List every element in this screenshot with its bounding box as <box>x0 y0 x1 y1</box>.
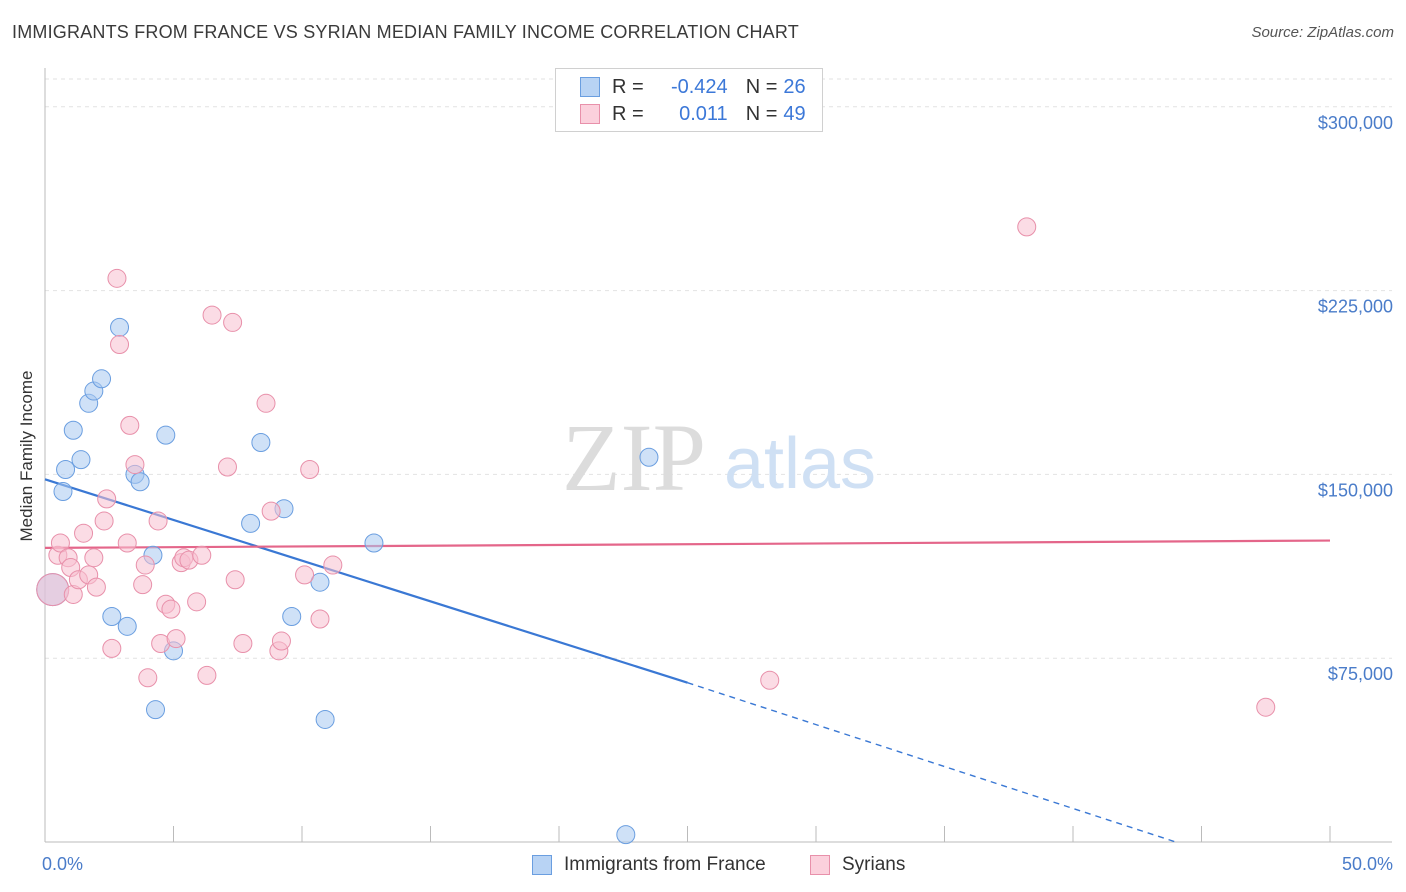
point-syrians <box>107 268 127 288</box>
point-syrians <box>217 457 237 477</box>
trend-line-france <box>44 478 688 684</box>
x-tick-labels: 0.0% 50.0% <box>42 854 1393 874</box>
point-france <box>310 572 330 592</box>
point-syrians <box>94 511 114 531</box>
point-syrians <box>295 565 315 585</box>
bottom-legend-label-france: Immigrants from France <box>564 854 766 875</box>
trend-line-syrians <box>44 539 1331 550</box>
point-france <box>110 317 130 337</box>
point-syrians <box>86 577 106 597</box>
bottom-legend-swatch-syrians <box>810 855 830 875</box>
point-france <box>130 472 150 492</box>
point-syrians <box>225 570 245 590</box>
point-syrians <box>120 415 140 435</box>
x-tick-label: 0.0% <box>42 854 83 874</box>
legend-n-label: N = <box>745 102 778 125</box>
point-syrians <box>84 548 104 568</box>
point-france <box>117 616 137 636</box>
legend-swatch-syrians <box>580 104 600 124</box>
chart-source: Source: ZipAtlas.com <box>1251 24 1394 41</box>
data-points <box>36 217 1276 845</box>
point-syrians <box>138 668 158 688</box>
point-syrians <box>102 638 122 658</box>
legend-n-label: N = <box>745 75 778 98</box>
y-tick-label: $150,000 <box>1318 480 1393 500</box>
point-syrians <box>261 501 281 521</box>
legend-swatch-france <box>580 77 600 97</box>
point-syrians <box>148 511 168 531</box>
y-tick-labels: $75,000 $150,000 $225,000 $300,000 <box>1318 113 1393 684</box>
point-france <box>102 607 122 627</box>
point-syrians <box>36 573 70 607</box>
point-syrians <box>74 523 94 543</box>
bottom-legend-swatch-france <box>532 855 552 875</box>
y-tick-label: $225,000 <box>1318 297 1393 317</box>
point-france <box>315 709 335 729</box>
point-france <box>63 420 83 440</box>
point-france <box>156 425 176 445</box>
axes <box>44 68 1392 843</box>
point-syrians <box>300 459 320 479</box>
bottom-legend-syrians: Syrians <box>810 852 905 878</box>
point-syrians <box>166 629 186 649</box>
point-syrians <box>197 665 217 685</box>
point-syrians <box>110 334 130 354</box>
point-france <box>71 450 91 470</box>
point-syrians <box>117 533 137 553</box>
point-france <box>251 433 271 453</box>
bottom-legend-label-syrians: Syrians <box>842 854 906 875</box>
point-syrians <box>133 575 153 595</box>
point-france <box>616 825 636 845</box>
point-syrians <box>1256 697 1276 717</box>
point-syrians <box>202 305 222 325</box>
point-syrians <box>135 555 155 575</box>
point-france <box>53 482 73 502</box>
point-france <box>241 513 261 533</box>
y-tick-label: $75,000 <box>1328 664 1393 684</box>
legend-r-value: -0.424 <box>670 75 728 98</box>
point-france <box>92 369 112 389</box>
y-axis-label: Median Family Income <box>17 370 36 541</box>
point-syrians <box>323 555 343 575</box>
point-syrians <box>233 633 253 653</box>
point-syrians <box>192 545 212 565</box>
point-syrians <box>125 455 145 475</box>
point-syrians <box>50 533 70 553</box>
legend-n-value: 49 <box>783 102 806 125</box>
legend-r-value: 0.011 <box>679 102 728 125</box>
legend-r-label: R = <box>612 102 644 125</box>
point-syrians <box>271 631 291 651</box>
point-france <box>282 607 302 627</box>
point-syrians <box>161 599 181 619</box>
point-syrians <box>310 609 330 629</box>
point-france <box>56 459 76 479</box>
point-syrians <box>760 670 780 690</box>
bottom-legend-france: Immigrants from France <box>532 852 766 878</box>
legend-row-syrians: R = 0.011 N = 49 <box>580 102 806 126</box>
chart-title: IMMIGRANTS FROM FRANCE VS SYRIAN MEDIAN … <box>12 22 799 42</box>
point-france <box>364 533 384 553</box>
point-syrians <box>187 592 207 612</box>
stats-legend: R = -0.424 N = 26 R = 0.011 N = 49 <box>555 68 823 132</box>
legend-r-label: R = <box>612 75 644 98</box>
x-tick-label: 50.0% <box>1342 854 1393 874</box>
point-syrians <box>97 489 117 509</box>
watermark: ZIP atlas <box>562 404 876 511</box>
watermark-zip: ZIP <box>562 404 706 511</box>
point-france <box>146 700 166 720</box>
point-syrians <box>223 312 243 332</box>
watermark-atlas: atlas <box>724 424 876 504</box>
point-france <box>639 447 659 467</box>
legend-row-france: R = -0.424 N = 26 <box>580 75 806 99</box>
legend-n-value: 26 <box>783 75 806 98</box>
gridlines <box>45 78 1392 659</box>
trend-lines <box>44 478 1331 843</box>
point-syrians <box>1017 217 1037 237</box>
point-syrians <box>256 393 276 413</box>
trend-line-france-extension <box>687 682 1177 843</box>
y-tick-label: $300,000 <box>1318 113 1393 133</box>
